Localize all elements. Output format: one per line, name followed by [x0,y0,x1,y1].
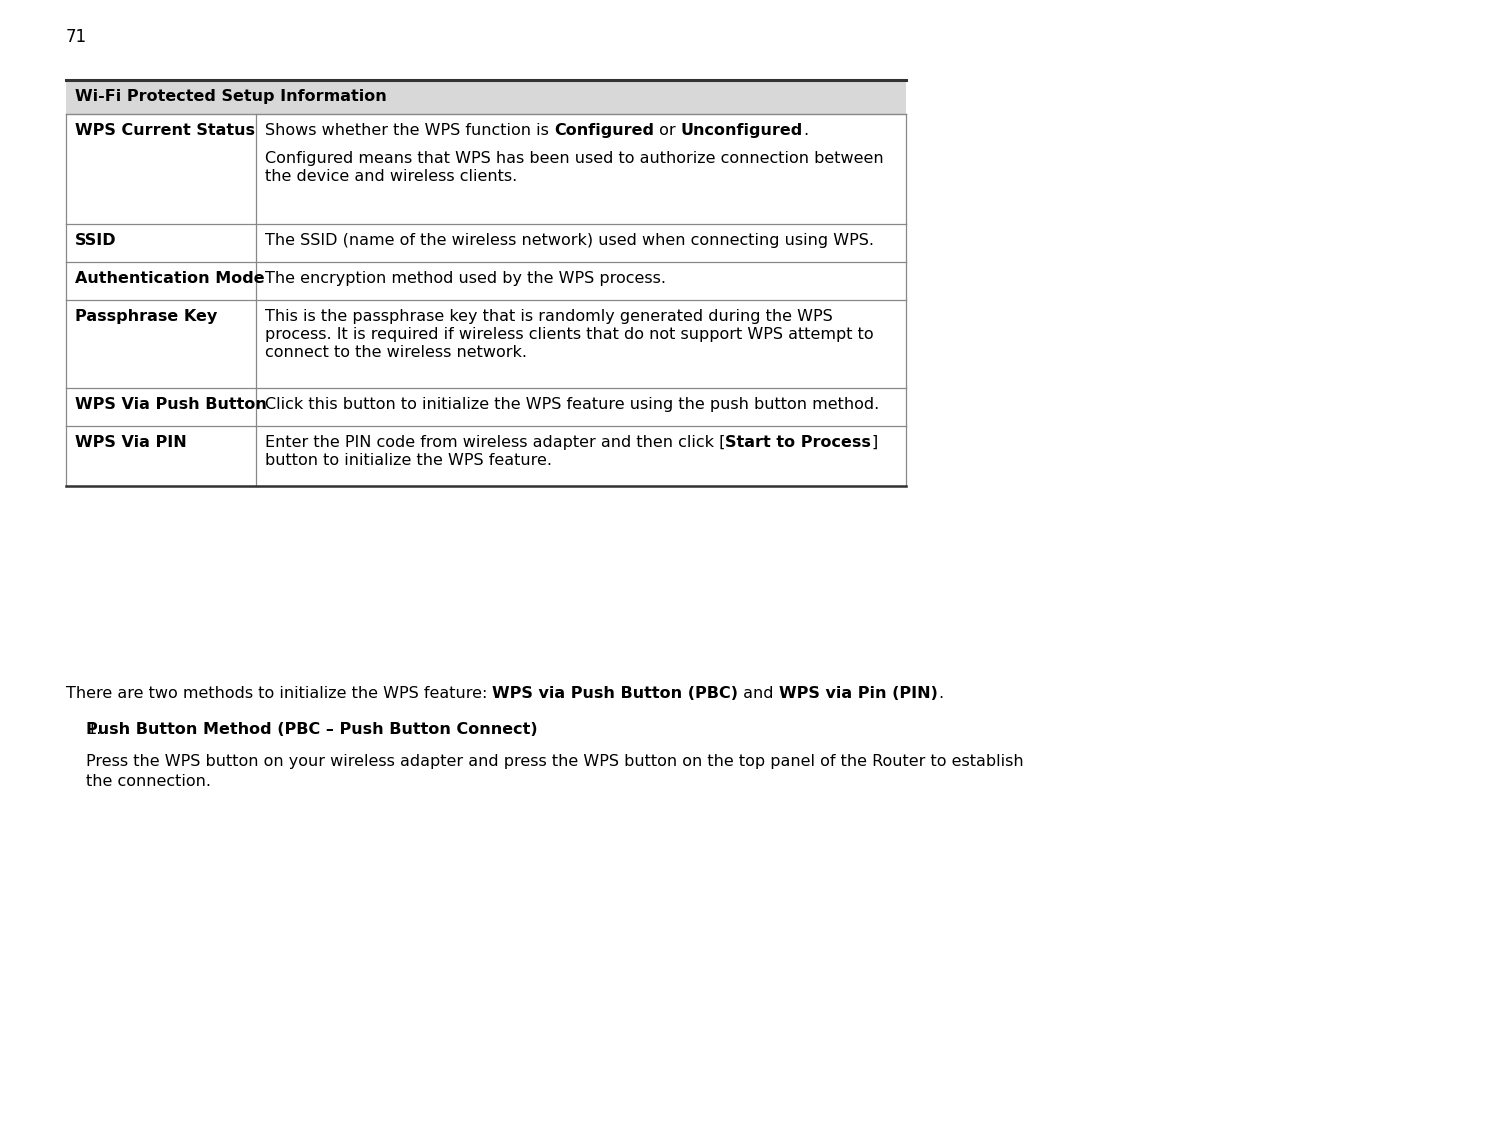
Text: connect to the wireless network.: connect to the wireless network. [265,345,527,361]
Text: WPS Current Status: WPS Current Status [75,123,255,138]
Text: WPS Via Push Button: WPS Via Push Button [75,397,267,412]
Text: the device and wireless clients.: the device and wireless clients. [265,169,517,184]
Text: Configured: Configured [555,123,654,138]
Text: the connection.: the connection. [86,774,211,788]
Text: ]: ] [871,435,877,450]
Text: WPS via Push Button (PBC): WPS via Push Button (PBC) [493,686,738,701]
Text: SSID: SSID [75,233,116,248]
Text: Authentication Mode: Authentication Mode [75,272,265,286]
Text: There are two methods to initialize the WPS feature:: There are two methods to initialize the … [66,686,493,701]
Bar [66,80,906,114]
Text: Configured means that WPS has been used to authorize connection between: Configured means that WPS has been used … [265,151,883,165]
Text: Press the WPS button on your wireless adapter and press the WPS button on the to: Press the WPS button on your wireless ad… [86,754,1023,769]
Text: This is the passphrase key that is randomly generated during the WPS: This is the passphrase key that is rando… [265,309,833,324]
Text: and: and [738,686,779,701]
Text: Click this button to initialize the WPS feature using the push button method.: Click this button to initialize the WPS … [265,397,879,412]
Text: 71: 71 [66,29,87,46]
Text: WPS via Pin (PIN): WPS via Pin (PIN) [779,686,937,701]
Text: Wi-Fi Protected Setup Information: Wi-Fi Protected Setup Information [75,89,387,104]
Text: The SSID (name of the wireless network) used when connecting using WPS.: The SSID (name of the wireless network) … [265,233,874,248]
Text: WPS Via PIN: WPS Via PIN [75,435,187,450]
Text: 1.: 1. [86,722,101,737]
Text: Shows whether the WPS function is: Shows whether the WPS function is [265,123,555,138]
Text: Start to Process: Start to Process [725,435,871,450]
Text: button to initialize the WPS feature.: button to initialize the WPS feature. [265,453,552,468]
Text: The encryption method used by the WPS process.: The encryption method used by the WPS pr… [265,272,666,286]
Text: Passphrase Key: Passphrase Key [75,309,217,324]
Text: or: or [654,123,681,138]
Text: Enter the PIN code from wireless adapter and then click [: Enter the PIN code from wireless adapter… [265,435,725,450]
Text: Unconfigured: Unconfigured [681,123,803,138]
Text: Push Button Method (PBC – Push Button Connect): Push Button Method (PBC – Push Button Co… [86,722,538,737]
Text: process. It is required if wireless clients that do not support WPS attempt to: process. It is required if wireless clie… [265,327,874,342]
Text: .: . [937,686,943,701]
Text: .: . [803,123,808,138]
